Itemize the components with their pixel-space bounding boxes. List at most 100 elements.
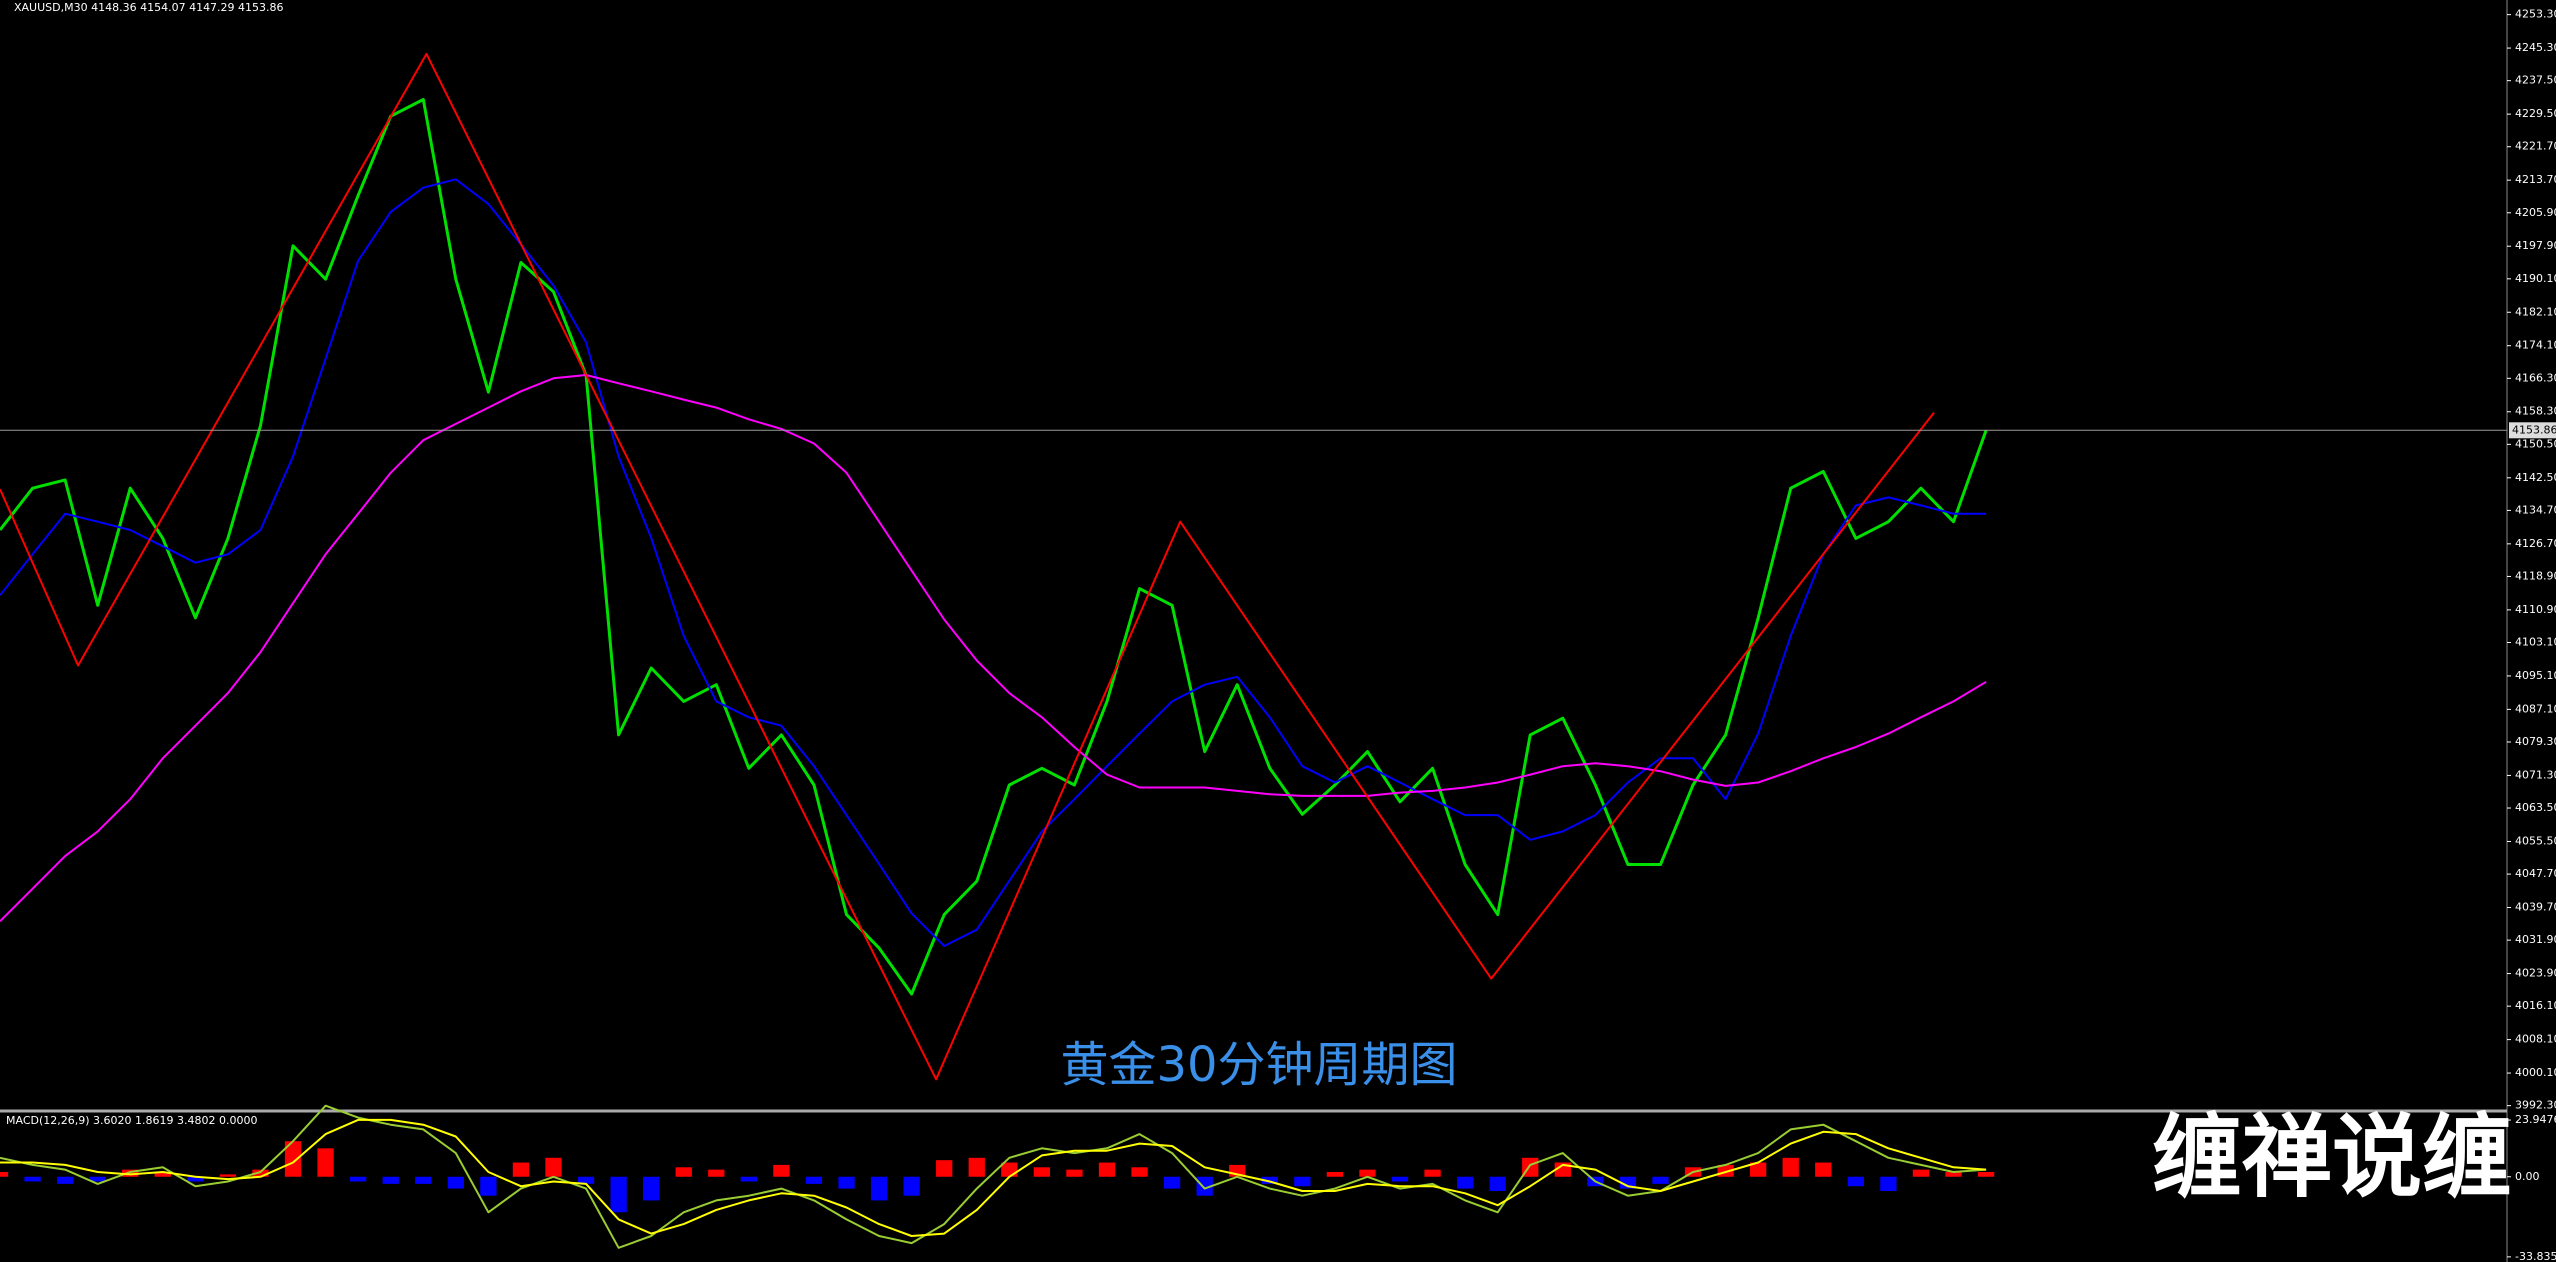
macd-histogram-bar: [675, 1167, 692, 1177]
y-tick-label: 23.9476: [2515, 1113, 2556, 1126]
macd-histogram-bar: [1326, 1172, 1344, 1177]
y-tick-label: 4118.90: [2515, 569, 2556, 582]
y-tick-label: 4142.50: [2515, 471, 2556, 484]
macd-histogram-bar: [1163, 1176, 1181, 1189]
macd-histogram-bar: [1033, 1167, 1051, 1177]
y-tick-label: 3992.30: [2515, 1099, 2556, 1112]
macd-histogram-bar: [415, 1176, 432, 1184]
macd-histogram-bar: [1717, 1164, 1734, 1177]
y-tick-label: -33.8358: [2515, 1250, 2556, 1262]
y-tick-label: 4150.50: [2515, 437, 2556, 450]
macd-histogram-bar: [1001, 1162, 1018, 1177]
macd-histogram-bar: [1261, 1176, 1278, 1184]
macd-histogram-bar: [1066, 1169, 1083, 1177]
macd-histogram-bar: [773, 1164, 790, 1177]
macd-header: MACD(12,26,9) 3.6020 1.8619 3.4802 0.000…: [6, 1114, 258, 1127]
macd-histogram-bar: [252, 1169, 269, 1177]
y-tick-label: 4063.50: [2515, 801, 2556, 814]
y-tick-label: 4055.50: [2515, 834, 2556, 847]
macd-histogram-bar: [1294, 1176, 1311, 1187]
macd-histogram-bar: [89, 1176, 106, 1182]
y-tick-label: 4197.90: [2515, 239, 2556, 252]
y-tick-label: 4016.10: [2515, 999, 2556, 1012]
macd-histogram-bar: [870, 1176, 888, 1201]
macd-histogram-bar: [838, 1176, 855, 1189]
macd-histogram-bar: [1750, 1162, 1767, 1177]
macd-histogram-bar: [708, 1169, 725, 1177]
y-tick-label: 4008.10: [2515, 1033, 2556, 1046]
macd-histogram-bar: [382, 1176, 399, 1184]
y-tick-label: 4039.70: [2515, 901, 2556, 914]
macd-histogram-bar: [1619, 1176, 1637, 1189]
macd-histogram-bar: [903, 1176, 920, 1196]
macd-histogram-bar: [1424, 1169, 1441, 1177]
y-tick-label: 4174.10: [2515, 339, 2556, 352]
y-tick-label: 4213.70: [2515, 173, 2556, 186]
price-line: [0, 52, 1935, 1081]
y-tick-label: 0.00: [2515, 1170, 2540, 1183]
y-tick-label: 4253.30: [2515, 8, 2556, 21]
y-tick-label: 4245.30: [2515, 41, 2556, 54]
y-tick-label: 4205.90: [2515, 206, 2556, 219]
macd-histogram-bar: [1945, 1172, 1962, 1177]
macd-histogram-bar: [545, 1157, 562, 1177]
y-tick-label: 4190.10: [2515, 272, 2556, 285]
macd-histogram-bar: [284, 1141, 302, 1177]
macd-histogram-bar: [1880, 1176, 1897, 1191]
macd-histogram-bar: [1359, 1169, 1376, 1177]
macd-histogram-bar: [1977, 1172, 1995, 1177]
macd-histogram-bar: [1489, 1176, 1506, 1191]
macd-histogram-bar: [1815, 1162, 1832, 1177]
macd-histogram-bar: [56, 1176, 74, 1184]
macd-histogram-bar: [643, 1176, 660, 1201]
macd-histogram-bar: [1131, 1167, 1148, 1177]
price-line: [0, 1118, 1987, 1237]
y-tick-label: 4158.30: [2515, 405, 2556, 418]
watermark: 缠禅说缠: [2152, 1105, 2512, 1210]
y-tick-label: 4126.70: [2515, 537, 2556, 550]
macd-histogram-bar: [968, 1157, 985, 1177]
macd-histogram-bar: [740, 1176, 757, 1182]
macd-histogram-bar: [1391, 1176, 1409, 1182]
macd-histogram-bar: [610, 1176, 627, 1213]
y-tick-label: 4071.30: [2515, 768, 2556, 781]
y-tick-label: 4134.70: [2515, 503, 2556, 516]
y-tick-label: 4087.10: [2515, 702, 2556, 715]
macd-histogram-bar: [512, 1162, 530, 1177]
macd-histogram-bar: [0, 1172, 9, 1177]
macd-histogram-bar: [1229, 1164, 1246, 1177]
macd-histogram-bar: [1912, 1169, 1930, 1177]
macd-histogram-bar: [480, 1176, 497, 1196]
y-tick-label: 4166.30: [2515, 371, 2556, 384]
y-tick-label: 4221.70: [2515, 140, 2556, 153]
macd-histogram-bar: [936, 1160, 953, 1177]
y-tick-label: 4095.10: [2515, 669, 2556, 682]
macd-histogram-bar: [1196, 1176, 1213, 1196]
last-price-box: [2509, 422, 2556, 439]
y-tick-label: 4031.90: [2515, 933, 2556, 946]
y-tick-label: 4047.70: [2515, 867, 2556, 880]
price-line: [0, 1104, 1987, 1249]
macd-histogram-bar: [317, 1148, 334, 1177]
price-line: [0, 178, 1987, 947]
macd-histogram-bar: [577, 1176, 595, 1184]
macd-histogram-bar: [1782, 1157, 1799, 1177]
y-tick-label: 4110.90: [2515, 603, 2556, 616]
macd-histogram-bar: [187, 1176, 204, 1182]
caption: 黄金30分钟周期图: [1060, 1037, 1457, 1093]
macd-histogram-bar: [1847, 1176, 1864, 1187]
macd-histogram-bar: [1652, 1176, 1669, 1184]
symbol-header: XAUUSD,M30 4148.36 4154.07 4147.29 4153.…: [14, 1, 284, 14]
macd-histogram-bar: [24, 1176, 41, 1182]
macd-histogram-bar: [154, 1172, 171, 1177]
macd-histogram-bar: [219, 1174, 237, 1177]
last-price-label: 4153.86: [2512, 423, 2556, 436]
macd-histogram-bar: [1098, 1162, 1116, 1177]
y-tick-label: 4079.30: [2515, 735, 2556, 748]
y-tick-label: 4237.50: [2515, 74, 2556, 87]
price-line: [0, 98, 1988, 996]
macd-histogram-bar: [350, 1176, 367, 1182]
y-tick-label: 4000.10: [2515, 1066, 2556, 1079]
macd-histogram-bar: [122, 1169, 139, 1177]
